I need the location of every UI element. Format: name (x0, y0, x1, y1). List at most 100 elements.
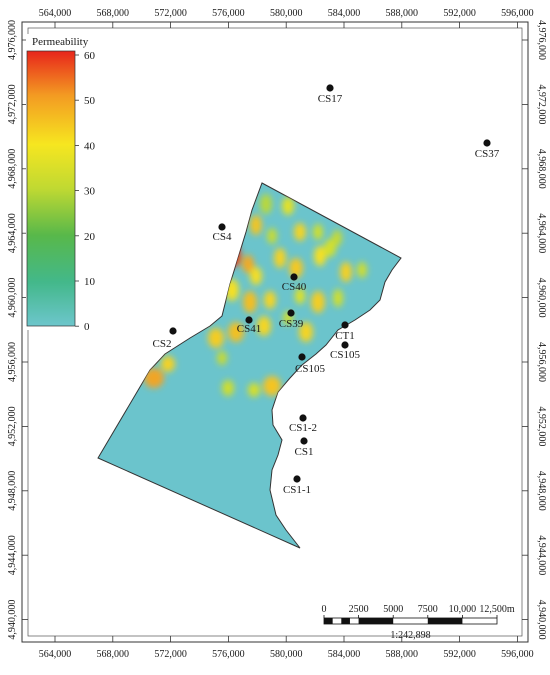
well-dot (483, 139, 491, 147)
legend-tick-label: 40 (84, 140, 96, 152)
permeability-legend: Permeability 60 50 40 30 20 10 0 (26, 34, 108, 333)
x-tick-label-top: 588,000 (386, 8, 419, 19)
well-label: CS17 (318, 93, 343, 105)
scale-label: 10,000 (449, 604, 477, 615)
well-cs17: CS17 (318, 84, 343, 105)
y-tick-label-right: 4,956,000 (536, 342, 547, 382)
y-tick-label-left: 4,948,000 (7, 471, 18, 511)
y-tick-label-right: 4,964,000 (536, 213, 547, 253)
y-tick-label-right: 4,976,000 (536, 20, 547, 60)
well-label: CS105 (295, 363, 325, 375)
well-dot (169, 327, 177, 335)
legend-tick-label: 30 (84, 186, 96, 198)
well-cs41: CS41 (237, 316, 261, 335)
well-dot (293, 475, 301, 483)
scale-bar-frame (323, 617, 498, 625)
legend-color-ramp (26, 50, 76, 327)
y-tick-label-left: 4,960,000 (7, 278, 18, 318)
scale-ratio: 1:242,898 (390, 630, 430, 641)
well-label: CS39 (279, 318, 304, 330)
x-tick-label-bottom: 576,000 (212, 649, 245, 660)
y-tick-label-left: 4,952,000 (7, 406, 18, 446)
x-tick-label-top: 580,000 (270, 8, 303, 19)
scale-label: 12,500m (479, 604, 515, 615)
well-dot (341, 321, 349, 329)
y-tick-label-left: 4,968,000 (7, 149, 18, 189)
legend-tick-label: 10 (84, 276, 96, 288)
legend-tick-label: 50 (84, 95, 96, 107)
legend-tick-label: 0 (84, 321, 90, 333)
scale-bar-segment (341, 618, 350, 624)
well-cs105: CS105 (330, 341, 360, 361)
well-dot (287, 309, 295, 317)
x-tick-label-top: 584,000 (328, 8, 361, 19)
scale-bar-segment (324, 618, 333, 624)
well-label: CS105 (330, 349, 360, 361)
well-cs37: CS37 (475, 139, 500, 160)
x-tick-label-bottom: 596,000 (501, 649, 534, 660)
well-cs1-2: CS1-2 (289, 414, 317, 434)
well-cs105: CS105 (295, 353, 325, 375)
well-markers: CS17 CS37 CS4 CS40 CS39 CS41 CS2 CT1 CS105 CS105 C… (153, 84, 500, 496)
well-label: CS4 (213, 231, 232, 243)
well-dot (341, 341, 349, 349)
well-dot (245, 316, 253, 324)
well-label: CS1-1 (283, 484, 311, 496)
x-tick-label-top: 568,000 (97, 8, 130, 19)
well-dot (299, 414, 307, 422)
y-tick-label-right: 4,968,000 (536, 149, 547, 189)
y-tick-label-right: 4,960,000 (536, 278, 547, 318)
y-tick-label-right: 4,940,000 (536, 600, 547, 640)
scale-bar-segment (427, 618, 463, 624)
y-axis-ticks: 4,976,000 4,976,000 4,972,000 4,972,000 4,96… (7, 20, 547, 640)
legend-tick-label: 60 (84, 50, 96, 62)
well-ct1: CT1 (335, 321, 355, 342)
scale-bar-segment (358, 618, 394, 624)
x-tick-label-bottom: 584,000 (328, 649, 361, 660)
y-tick-label-left: 4,976,000 (7, 20, 18, 60)
x-tick-label-bottom: 588,000 (386, 649, 419, 660)
x-tick-label-top: 576,000 (212, 8, 245, 19)
scale-label: 7500 (418, 604, 438, 615)
x-tick-label-bottom: 572,000 (154, 649, 187, 660)
scale-label: 5000 (383, 604, 403, 615)
y-tick-label-left: 4,972,000 (7, 84, 18, 124)
x-tick-label-top: 596,000 (501, 8, 534, 19)
well-dot (298, 353, 306, 361)
well-label: CT1 (335, 330, 355, 342)
outer-frame (21, 21, 529, 643)
well-dot (290, 273, 298, 281)
y-tick-label-right: 4,948,000 (536, 471, 547, 511)
y-tick-label-left: 4,956,000 (7, 342, 18, 382)
permeability-heatmap (144, 194, 367, 397)
well-label: CS1 (295, 446, 314, 458)
well-cs4: CS4 (213, 223, 232, 243)
y-tick-label-left: 4,940,000 (7, 600, 18, 640)
legend-title: Permeability (32, 36, 89, 48)
well-dot (326, 84, 334, 92)
x-tick-label-top: 572,000 (154, 8, 187, 19)
well-label: CS41 (237, 323, 261, 335)
x-tick-label-top: 564,000 (39, 8, 72, 19)
well-label: CS40 (282, 281, 307, 293)
field-boundary (97, 182, 402, 549)
y-tick-label-right: 4,972,000 (536, 84, 547, 124)
y-tick-label-right: 4,952,000 (536, 406, 547, 446)
x-tick-label-bottom: 580,000 (270, 649, 303, 660)
scale-label: 0 (322, 604, 327, 615)
well-label: CS1-2 (289, 422, 317, 434)
y-tick-label-left: 4,964,000 (7, 213, 18, 253)
legend-tick-label: 20 (84, 231, 96, 243)
inner-frame (27, 27, 523, 637)
well-cs39: CS39 (279, 309, 304, 330)
well-dot (218, 223, 226, 231)
well-cs1: CS1 (295, 437, 314, 458)
x-tick-label-bottom: 568,000 (97, 649, 130, 660)
well-cs2: CS2 (153, 327, 177, 350)
well-cs1-1: CS1-1 (283, 475, 311, 496)
well-dot (300, 437, 308, 445)
x-tick-label-bottom: 564,000 (39, 649, 72, 660)
scale-bar: 0 2500 5000 7500 10,000 12,500m 1:242,898 (322, 604, 515, 641)
